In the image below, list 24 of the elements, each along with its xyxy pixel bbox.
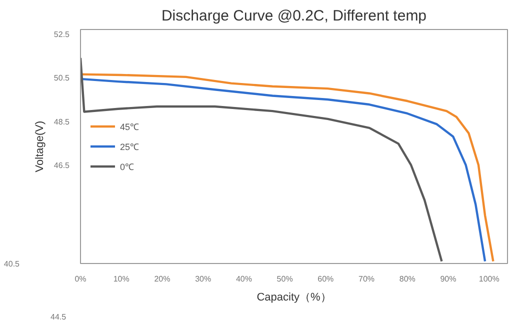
y-tick-label: 50.5 xyxy=(54,74,70,83)
legend-label: 45℃ xyxy=(120,120,140,132)
y-tick-label: 52.5 xyxy=(54,30,70,39)
y-tick-label: 48.5 xyxy=(54,117,70,126)
x-tick-label: 0% xyxy=(74,274,86,284)
y-tick-label: 46.5 xyxy=(54,161,70,170)
x-tick-label: 10% xyxy=(113,274,130,284)
x-tick-label: 100% xyxy=(478,274,500,284)
x-tick-label: 90% xyxy=(440,274,456,284)
text: 44.5 xyxy=(50,312,67,322)
x-tick-label: 30% xyxy=(195,274,212,284)
x-tick-label: 60% xyxy=(318,274,334,284)
line-series xyxy=(80,56,443,262)
legend-label: 0℃ xyxy=(120,160,136,172)
x-axis-title: Capacity（%） xyxy=(256,292,332,304)
x-tick-label: 50% xyxy=(276,274,293,284)
chart-title: Discharge Curve @0.2C, Different temp xyxy=(161,8,427,24)
x-tick-label: 20% xyxy=(154,274,170,284)
x-tick-label: 80% xyxy=(399,274,416,284)
x-tick-label: 40% xyxy=(236,274,252,284)
text: 40.5 xyxy=(4,260,20,268)
x-tick-label: 70% xyxy=(358,274,375,284)
y-axis-title: Voltage(V) xyxy=(34,120,46,172)
legend-label: 25℃ xyxy=(120,140,140,152)
